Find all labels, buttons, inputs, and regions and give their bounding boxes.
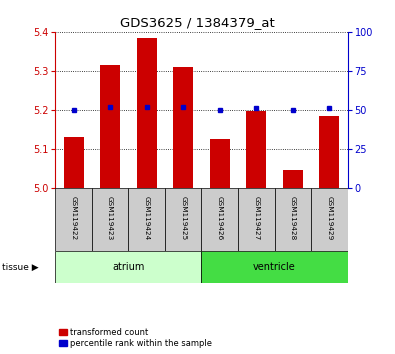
Bar <box>64 137 84 188</box>
Text: GSM119424: GSM119424 <box>144 196 150 240</box>
Bar <box>55 188 92 251</box>
Bar <box>173 67 193 188</box>
Text: GSM119423: GSM119423 <box>107 196 113 240</box>
Text: GDS3625 / 1384379_at: GDS3625 / 1384379_at <box>120 16 275 29</box>
Bar <box>128 188 165 251</box>
Bar <box>165 188 201 251</box>
Bar <box>100 65 120 188</box>
Text: GSM119425: GSM119425 <box>180 196 186 240</box>
Bar <box>311 188 348 251</box>
Bar <box>55 251 201 283</box>
Text: GSM119422: GSM119422 <box>71 196 77 240</box>
Text: tissue ▶: tissue ▶ <box>2 263 39 272</box>
Text: GSM119429: GSM119429 <box>326 196 332 240</box>
Bar <box>238 188 275 251</box>
Bar <box>201 251 348 283</box>
Text: atrium: atrium <box>112 262 145 272</box>
Text: ventricle: ventricle <box>253 262 296 272</box>
Bar <box>283 170 303 188</box>
Bar <box>137 38 157 188</box>
Bar <box>201 188 238 251</box>
Text: GSM119427: GSM119427 <box>253 196 259 240</box>
Bar <box>246 110 266 188</box>
Bar <box>319 116 339 188</box>
Bar <box>275 188 311 251</box>
Bar <box>92 188 128 251</box>
Legend: transformed count, percentile rank within the sample: transformed count, percentile rank withi… <box>60 327 212 348</box>
Bar <box>210 139 230 188</box>
Text: GSM119426: GSM119426 <box>217 196 223 240</box>
Text: GSM119428: GSM119428 <box>290 196 296 240</box>
